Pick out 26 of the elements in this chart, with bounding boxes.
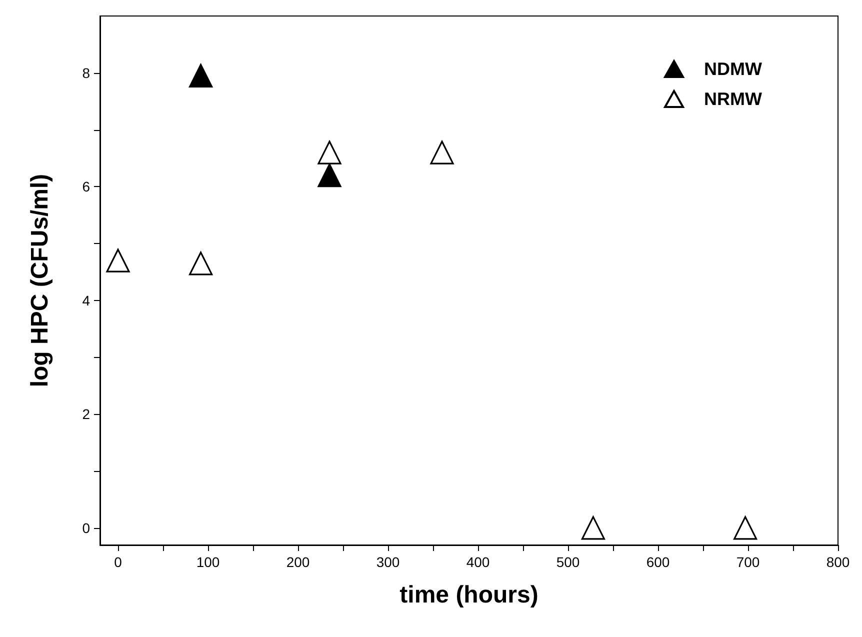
- x-tick-label: 100: [196, 554, 220, 570]
- point: [318, 140, 342, 164]
- point: [106, 248, 130, 272]
- x-tick-label: 700: [736, 554, 760, 570]
- point: [189, 252, 213, 276]
- x-axis-title: time (hours): [400, 582, 538, 608]
- x-tick-label: 0: [114, 554, 122, 570]
- y-tick-label: 0: [82, 520, 90, 536]
- legend-label: NDMW: [704, 59, 762, 79]
- point: [581, 516, 605, 540]
- point: [430, 140, 454, 164]
- y-tick-label: 2: [82, 406, 90, 422]
- x-tick-label: 300: [376, 554, 400, 570]
- x-tick-label: 200: [286, 554, 310, 570]
- point: [189, 64, 213, 88]
- y-tick-label: 4: [82, 292, 90, 308]
- point: [318, 163, 342, 188]
- y-tick-label: 8: [82, 64, 90, 81]
- y-axis-title: log HPC (CFUs/ml): [26, 174, 54, 388]
- x-tick-label: 400: [466, 554, 490, 570]
- x-tick-label: 800: [826, 554, 850, 570]
- y-tick-label: 6: [82, 178, 90, 195]
- x-tick-label: 500: [556, 554, 580, 570]
- point: [734, 516, 758, 540]
- x-tick-label: 600: [646, 554, 670, 570]
- legend-label: NRMW: [704, 89, 762, 109]
